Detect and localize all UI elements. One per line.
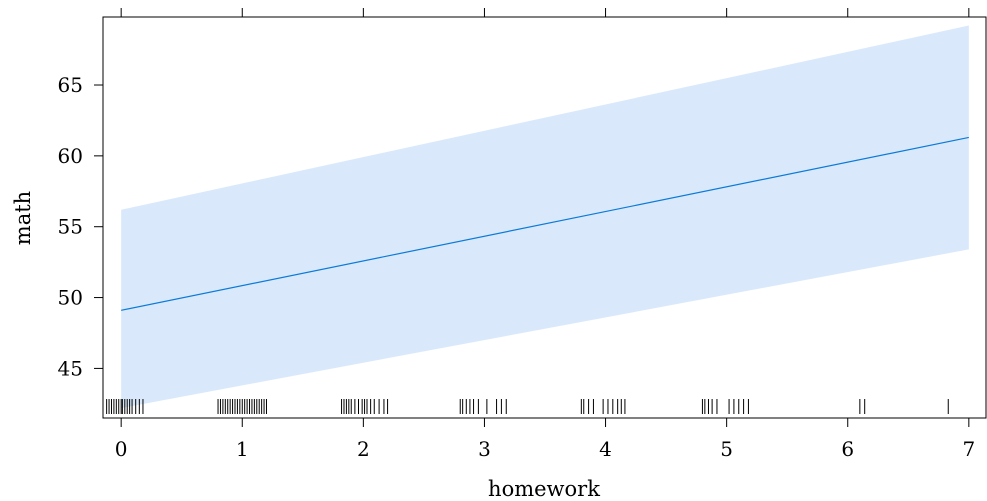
y-tick-label: 60 xyxy=(58,144,83,168)
confidence-band xyxy=(121,25,969,409)
confidence-band-layer xyxy=(121,25,969,409)
y-tick-label: 45 xyxy=(58,356,83,380)
y-tick-layer: 45 50 55 60 65 xyxy=(58,73,103,380)
x-axis-title: homework xyxy=(488,477,600,501)
x-tick-label: 4 xyxy=(599,437,612,461)
fit-line xyxy=(121,136,969,311)
y-tick-label: 50 xyxy=(58,286,83,310)
x-tick-label: 5 xyxy=(720,437,733,461)
x-tick-label: 6 xyxy=(841,437,854,461)
y-axis-title: math xyxy=(11,191,35,245)
x-tick-label: 2 xyxy=(357,437,370,461)
plot-frame xyxy=(102,16,987,419)
fit-line-layer xyxy=(121,136,969,311)
x-tick-label: 3 xyxy=(478,437,491,461)
y-tick-label: 55 xyxy=(58,215,83,239)
x-tick-label: 1 xyxy=(236,437,249,461)
x-tick-layer: 0 1 2 3 4 5 6 7 xyxy=(115,8,975,461)
y-tick-label: 65 xyxy=(58,73,83,97)
x-tick-label: 0 xyxy=(115,437,128,461)
x-tick-label: 7 xyxy=(962,437,975,461)
rug-layer xyxy=(106,399,949,414)
